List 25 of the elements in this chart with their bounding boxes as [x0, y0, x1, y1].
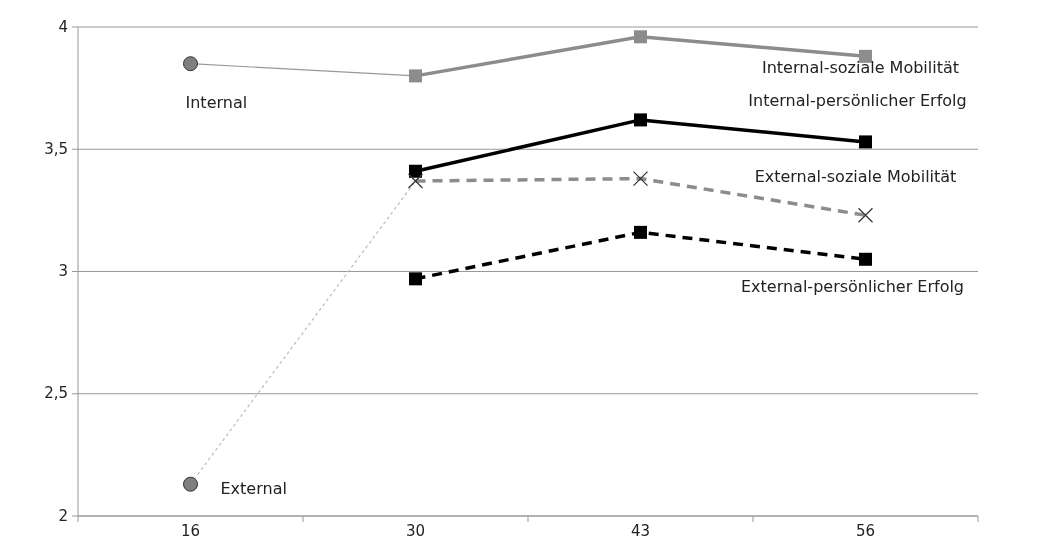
point [634, 225, 647, 239]
y-tick-label: 2 [58, 506, 68, 525]
point [409, 69, 422, 83]
point [859, 135, 872, 149]
y-tick-label: 3 [58, 262, 68, 280]
point [859, 252, 872, 266]
series-label: External-persönlicher Erfolg [740, 276, 965, 296]
point [634, 30, 647, 44]
point [183, 56, 198, 72]
series-label: Internal-persönlicher Erfolg [748, 91, 967, 111]
y-tick-label: 2,5 [44, 384, 68, 403]
series-label: Internal [185, 93, 248, 113]
x-tick-label: 56 [855, 522, 876, 540]
x-tick-label: 30 [405, 522, 426, 540]
point [409, 272, 422, 286]
point [409, 164, 422, 178]
series-label: External-soziale Mobilität [754, 166, 957, 186]
x-tick-label: 43 [630, 522, 651, 540]
series-label: External [220, 478, 287, 498]
y-tick-label: 4 [58, 17, 68, 36]
point [183, 476, 198, 492]
series-label: Internal-soziale Mobilität [761, 57, 960, 77]
point [634, 113, 647, 127]
y-tick-label: 3,5 [44, 139, 68, 158]
x-tick-label: 16 [180, 522, 201, 540]
